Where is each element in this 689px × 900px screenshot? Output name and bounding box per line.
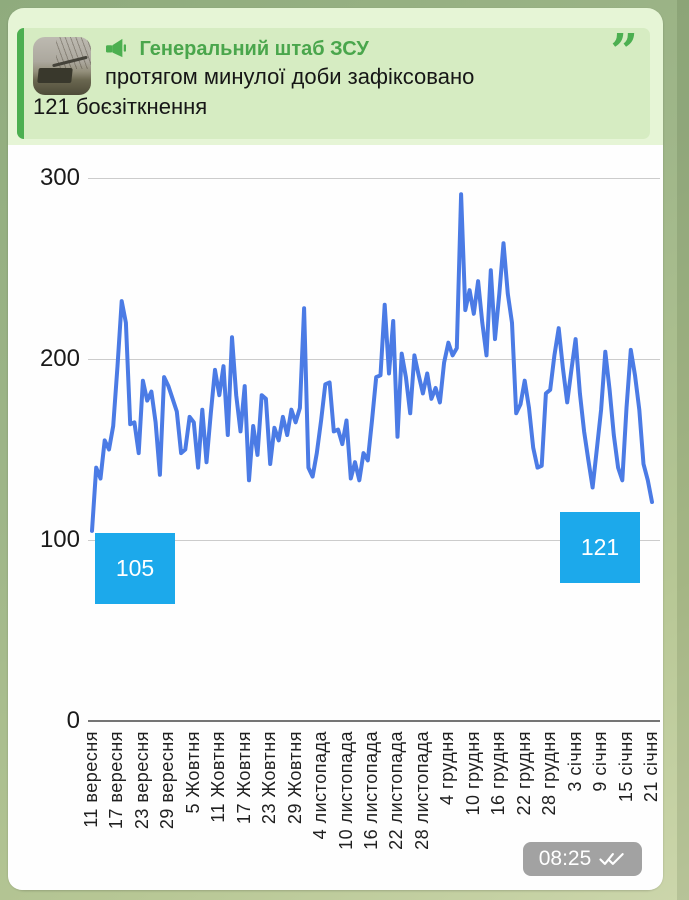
timestamp-badge: 08:25 — [523, 842, 642, 876]
x-tick-label: 3 січня — [564, 731, 585, 792]
gridline-300 — [88, 178, 660, 179]
message-text-line1: протягом минулої доби зафіксовано — [105, 64, 475, 89]
quoted-message[interactable]: ” Генеральний штаб ЗСУ протягом минулої … — [17, 28, 650, 139]
x-tick-label: 28 грудня — [539, 731, 560, 816]
message-text-area: ” Генеральний штаб ЗСУ протягом минулої … — [8, 8, 663, 145]
quote-icon: ” — [610, 28, 638, 80]
x-tick-label: 28 листопада — [411, 731, 432, 850]
x-tick-label: 29 вересня — [157, 731, 178, 830]
annotation-end-value: 121 — [560, 512, 640, 583]
avatar-artillery-hull — [36, 68, 73, 84]
x-tick-label: 4 листопада — [310, 731, 331, 840]
x-tick-label: 11 вересня — [81, 731, 101, 828]
x-tick-label: 23 Жовтня — [259, 731, 280, 825]
x-tick-label: 16 листопада — [361, 731, 381, 850]
annotation-start-value: 105 — [95, 533, 175, 604]
timestamp: 08:25 — [538, 847, 592, 870]
x-tick-label: 10 грудня — [462, 731, 483, 816]
gridline-200 — [88, 359, 660, 360]
x-tick-label: 10 листопада — [335, 731, 356, 850]
chart-image[interactable]: 300 200 100 0 105 121 11 вересня 17 верес… — [8, 145, 663, 890]
x-tick-label: 15 січня — [615, 731, 636, 803]
x-tick-label: 11 Жовтня — [208, 731, 229, 823]
x-tick-label: 23 вересня — [131, 731, 152, 830]
quote-accent-bar — [17, 28, 24, 139]
x-tick-label: 4 грудня — [437, 731, 458, 805]
gridline-100 — [88, 540, 660, 541]
x-tick-label: 17 вересня — [106, 731, 127, 830]
channel-header: Генеральний штаб ЗСУ — [105, 36, 650, 62]
channel-name[interactable]: Генеральний штаб ЗСУ — [139, 38, 369, 60]
x-tick-label: 21 січня — [641, 731, 661, 803]
line-series — [90, 192, 654, 533]
background-edge-shade — [677, 0, 689, 900]
y-tick-300: 300 — [39, 164, 80, 191]
x-tick-label: 16 грудня — [488, 731, 509, 816]
message-bubble[interactable]: ” Генеральний штаб ЗСУ протягом минулої … — [8, 8, 663, 890]
x-tick-label: 22 грудня — [513, 731, 534, 816]
x-tick-label: 5 Жовтня — [182, 731, 203, 814]
x-tick-label: 22 листопада — [386, 731, 407, 850]
x-tick-label: 9 січня — [590, 731, 611, 792]
x-tick-label: 17 Жовтня — [233, 731, 254, 825]
y-tick-200: 200 — [39, 345, 80, 372]
y-tick-100: 100 — [39, 526, 80, 553]
x-axis-line — [88, 720, 660, 722]
x-tick-label: 29 Жовтня — [284, 731, 305, 825]
message-text-line2: 121 боєзіткнення — [33, 94, 208, 119]
channel-avatar[interactable] — [33, 37, 91, 95]
y-tick-0: 0 — [66, 707, 80, 734]
megaphone-icon — [105, 38, 127, 67]
read-receipt-icon — [598, 851, 626, 867]
